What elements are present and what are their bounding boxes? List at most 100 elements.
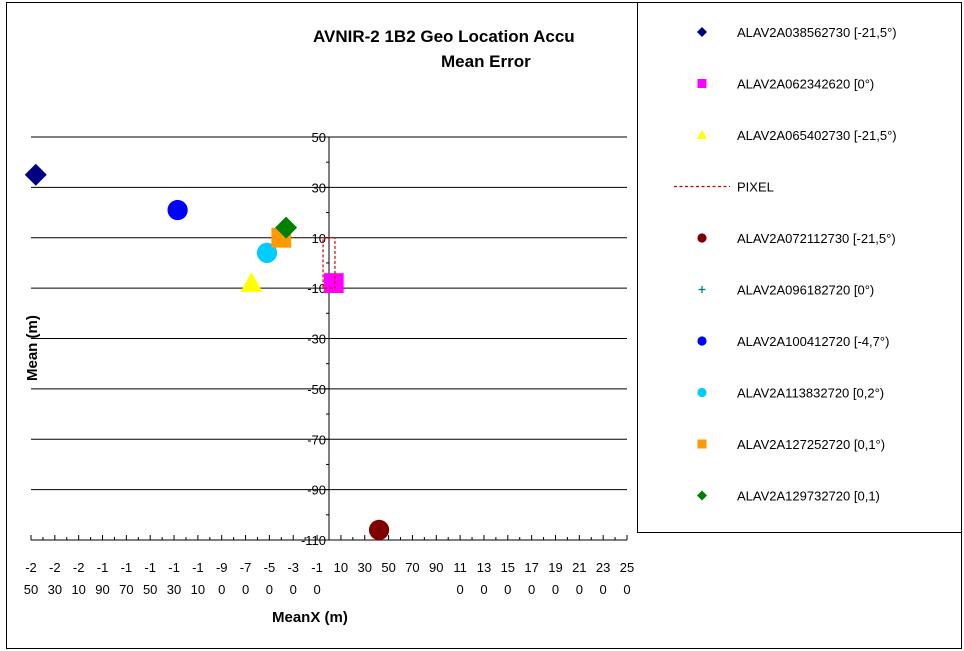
x-tick-label: 10 — [71, 582, 85, 597]
data-point — [24, 163, 47, 186]
x-tick-label: 0 — [576, 582, 583, 597]
legend-item: ALAV2A062342620 [0°) — [697, 77, 874, 92]
legend-item: ALAV2A038562730 [-21,5°) — [697, 25, 897, 40]
x-tick-label: 10 — [191, 582, 205, 597]
x-tick-label: 0 — [528, 582, 535, 597]
legend-item: ALAV2A072112730 [-21,5°) — [697, 231, 896, 246]
legend-item: ALAV2A129732720 [0,1) — [697, 489, 880, 504]
x-tick-label: -1 — [311, 560, 323, 575]
data-point — [240, 272, 263, 292]
legend-label: ALAV2A062342620 [0°) — [737, 77, 874, 92]
x-tick-label: 0 — [290, 582, 297, 597]
x-tick-label: 0 — [623, 582, 630, 597]
x-tick-label: -1 — [192, 560, 204, 575]
data-point — [323, 273, 344, 293]
legend-marker — [697, 130, 707, 139]
x-tick-label: 0 — [457, 582, 464, 597]
x-tick-label: -7 — [240, 560, 252, 575]
legend-item: ALAV2A100412720 [-4,7°) — [697, 334, 889, 349]
legend-label: ALAV2A038562730 [-21,5°) — [737, 25, 897, 40]
x-axis-ticks — [30, 535, 628, 540]
x-tick-label: 0 — [600, 582, 607, 597]
x-tick-label: -2 — [25, 560, 37, 575]
x-tick-label: 90 — [429, 560, 443, 575]
y-tick-label: 30 — [312, 180, 326, 195]
legend: ALAV2A038562730 [-21,5°) ALAV2A062342620 … — [637, 2, 962, 533]
x-tick-label: -5 — [264, 560, 276, 575]
x-tick-label: 11 — [453, 560, 467, 575]
x-tick-label: -2 — [49, 560, 61, 575]
x-tick-label: -3 — [287, 560, 299, 575]
legend-marker — [697, 439, 707, 449]
y-tick-label: -70 — [307, 432, 326, 447]
y-tick-label: -30 — [307, 332, 326, 347]
data-point — [275, 216, 298, 239]
legend-item: ALAV2A113832720 [0,2°) — [697, 386, 884, 401]
chart-subtitle: Mean Error — [441, 52, 531, 71]
y-tick-label: 10 — [312, 231, 326, 246]
x-tick-label: 50 — [24, 582, 38, 597]
legend-label: ALAV2A127252720 [0,1°) — [737, 437, 885, 452]
x-tick-label: 13 — [477, 560, 491, 575]
legend-marker — [698, 286, 706, 293]
x-tick-label: 25 — [620, 560, 634, 575]
x-tick-label: 30 — [358, 560, 372, 575]
data-point — [256, 242, 278, 263]
y-tick-labels: 50 30 10 -10 -30 -50 -70 -90 -110 — [301, 130, 326, 548]
pixel-outline — [322, 237, 336, 289]
data-series — [24, 163, 390, 541]
x-tick-label: -2 — [73, 560, 85, 575]
x-tick-label: 17 — [524, 560, 538, 575]
legend-marker — [697, 387, 707, 398]
x-tick-label: 90 — [95, 582, 109, 597]
data-point — [167, 199, 188, 221]
y-tick-label: -50 — [307, 382, 326, 397]
y-tick-label: -90 — [307, 483, 326, 498]
legend-marker — [697, 233, 707, 243]
x-tick-label: -1 — [144, 560, 156, 575]
legend-marker — [697, 490, 707, 501]
x-tick-label: 0 — [504, 582, 511, 597]
x-tick-label: 70 — [405, 560, 419, 575]
x-tick-label: 0 — [218, 582, 225, 597]
x-tick-label: 15 — [501, 560, 515, 575]
y-tick-label: -10 — [307, 281, 326, 296]
x-axis-title: MeanX (m) — [272, 609, 348, 626]
legend-marker — [697, 27, 707, 37]
x-tick-label: 0 — [313, 582, 320, 597]
x-tick-label: 30 — [48, 582, 62, 597]
legend-label: ALAV2A096182720 [0°) — [737, 283, 874, 298]
x-tick-label: 10 — [334, 560, 348, 575]
x-tick-label: -1 — [121, 560, 133, 575]
data-point — [368, 519, 390, 541]
x-tick-label: 50 — [143, 582, 157, 597]
legend-label: ALAV2A072112730 [-21,5°) — [737, 231, 896, 246]
x-tick-label: 0 — [480, 582, 487, 597]
legend-label: ALAV2A100412720 [-4,7°) — [737, 334, 889, 349]
legend-item: ALAV2A065402730 [-21,5°) — [697, 128, 897, 143]
x-tick-label: 0 — [242, 582, 249, 597]
y-axis-title: Mean (m) — [24, 315, 41, 381]
legend-marker — [697, 336, 707, 346]
x-tick-label: 50 — [381, 560, 395, 575]
x-tick-label: -9 — [216, 560, 228, 575]
legend-label: ALAV2A065402730 [-21,5°) — [737, 128, 897, 143]
x-tick-label: 30 — [167, 582, 181, 597]
x-tick-labels: -2 50 -2 30 -2 10 -1 90 -1 70 -1 50 -1 30 -1 10 -9 0 -7 0 -5… — [24, 560, 634, 597]
x-tick-label: 0 — [266, 582, 273, 597]
y-tick-label: -110 — [301, 533, 326, 548]
legend-label: PIXEL — [737, 180, 774, 195]
x-tick-label: 70 — [119, 582, 133, 597]
legend-marker — [697, 79, 707, 88]
legend-label: ALAV2A113832720 [0,2°) — [737, 386, 884, 401]
legend-item: PIXEL — [674, 180, 774, 195]
x-tick-label: -1 — [168, 560, 180, 575]
legend-label: ALAV2A129732720 [0,1) — [737, 489, 880, 504]
legend-item: ALAV2A127252720 [0,1°) — [697, 437, 885, 452]
legend-item: ALAV2A096182720 [0°) — [698, 283, 874, 298]
y-tick-label: 50 — [312, 130, 326, 145]
x-tick-label: 0 — [552, 582, 559, 597]
x-tick-label: 21 — [572, 560, 586, 575]
